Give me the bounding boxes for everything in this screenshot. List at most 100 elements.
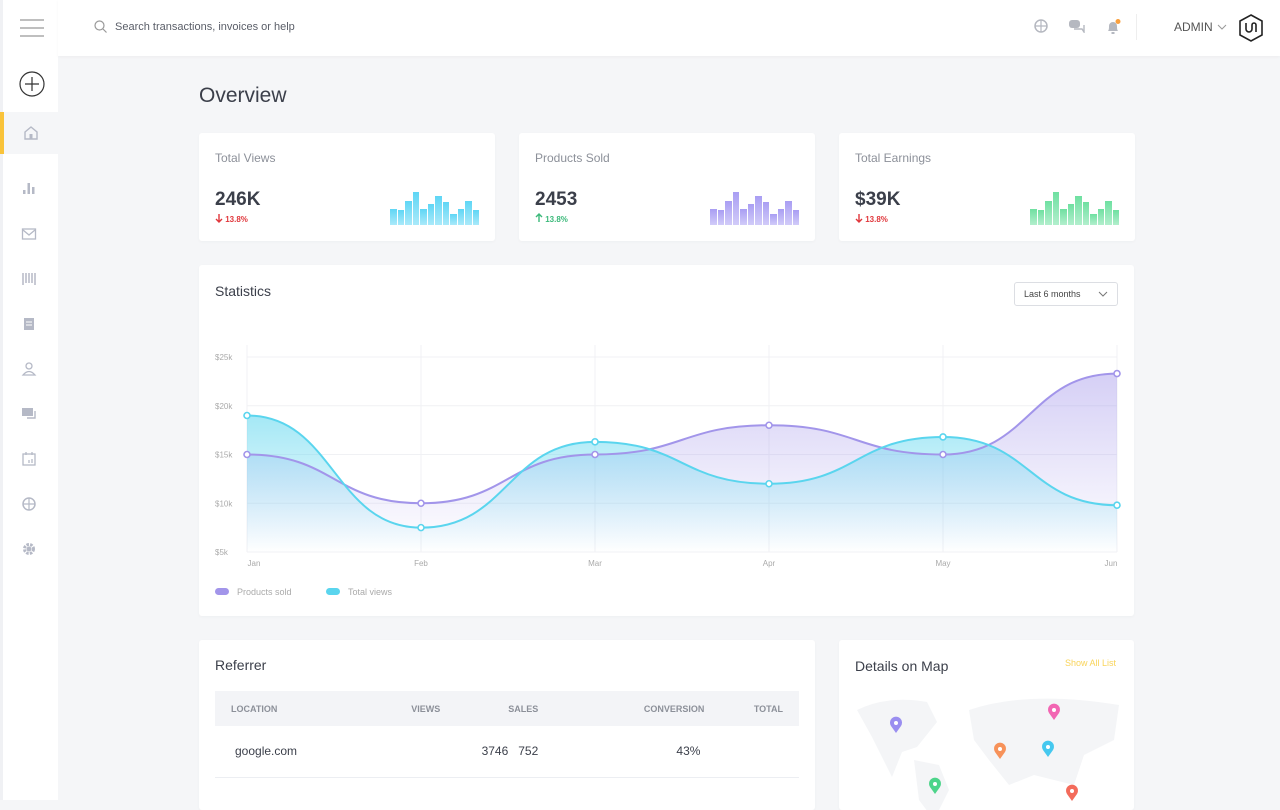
map-pin-icon[interactable] xyxy=(1048,703,1060,720)
mini-bar xyxy=(1082,201,1089,225)
mini-bar xyxy=(405,200,412,225)
data-point[interactable] xyxy=(417,523,425,532)
show-all-list-link[interactable]: Show All List xyxy=(1064,658,1116,668)
menu-button[interactable] xyxy=(3,6,61,50)
column-header: SALES xyxy=(508,691,609,726)
search-bar[interactable] xyxy=(94,20,415,33)
search-input[interactable] xyxy=(115,20,415,33)
globe-icon xyxy=(22,497,36,511)
sidebar-item-globe[interactable] xyxy=(0,482,58,526)
chat-icon[interactable] xyxy=(1069,19,1085,33)
bell-icon[interactable] xyxy=(1105,19,1121,35)
stat-change: 13.8% xyxy=(855,213,888,224)
chevron-down-icon xyxy=(1217,24,1227,30)
y-tick-label: $25k xyxy=(215,353,233,362)
range-dropdown[interactable]: Last 6 months xyxy=(1014,282,1118,306)
map-pin-icon[interactable] xyxy=(1066,784,1078,801)
data-point[interactable] xyxy=(765,479,773,488)
data-point[interactable] xyxy=(1113,369,1121,378)
table-cell: 43% xyxy=(608,726,735,778)
top-bar: ADMIN xyxy=(58,0,1280,56)
mini-bar xyxy=(1030,208,1037,225)
data-point[interactable] xyxy=(939,450,947,459)
gear-icon xyxy=(23,543,35,555)
x-tick-label: Mar xyxy=(588,559,602,568)
mini-bar xyxy=(747,204,754,225)
column-header: TOTAL xyxy=(734,691,799,726)
mini-bar xyxy=(792,210,799,225)
map-pin-icon[interactable] xyxy=(1042,740,1054,757)
data-point[interactable] xyxy=(591,450,599,459)
sidebar-item-gear[interactable] xyxy=(0,527,58,571)
stat-value: 2453 xyxy=(535,189,578,210)
sidebar-item-chat[interactable] xyxy=(0,392,58,436)
mini-bar xyxy=(427,204,434,225)
x-tick-label: Feb xyxy=(414,559,428,568)
mini-bar xyxy=(710,208,717,225)
calendar-icon xyxy=(22,452,36,466)
mini-bar xyxy=(465,200,472,225)
chat-icon xyxy=(22,408,36,419)
sidebar-item-user[interactable] xyxy=(0,347,58,391)
sidebar-item-calendar[interactable] xyxy=(0,437,58,481)
stat-value: $39K xyxy=(855,189,901,210)
barcode-icon xyxy=(22,273,36,285)
document-icon xyxy=(24,318,34,330)
table-row[interactable]: google.com 3746 752 43% xyxy=(215,726,799,778)
divider xyxy=(1136,14,1137,40)
data-point[interactable] xyxy=(939,433,947,441)
user-icon xyxy=(21,362,37,376)
data-point[interactable] xyxy=(243,411,251,420)
mini-bar xyxy=(785,200,792,225)
data-point[interactable] xyxy=(417,499,425,508)
stat-label: Total Views xyxy=(215,151,276,165)
map-pin-icon[interactable] xyxy=(929,777,941,794)
change-value: 13.8% xyxy=(865,215,888,224)
sidebar-item-document[interactable] xyxy=(0,302,58,346)
referrer-table: LOCATION VIEWS SALES CONVERSION TOTAL google… xyxy=(215,691,799,778)
mini-bar xyxy=(762,201,769,225)
map-card: Details on Map Show All List xyxy=(839,640,1134,810)
arrow-up-icon xyxy=(535,213,543,222)
statistics-card: Statistics Last 6 months $5k $10k $15k $20k… xyxy=(199,265,1134,616)
mini-bar xyxy=(777,208,784,225)
sidebar xyxy=(0,0,58,800)
mini-bar xyxy=(1052,192,1059,225)
change-value: 13.8% xyxy=(225,215,248,224)
map-pin-icon[interactable] xyxy=(994,742,1006,759)
y-tick-label: $10k xyxy=(215,499,233,508)
x-tick-label: May xyxy=(935,559,950,568)
mini-bar xyxy=(725,200,732,225)
data-point[interactable] xyxy=(591,438,599,446)
add-button[interactable] xyxy=(3,62,61,106)
mini-bar xyxy=(1037,210,1044,225)
y-tick-label: $15k xyxy=(215,451,233,460)
mini-bar xyxy=(1067,204,1074,225)
user-menu[interactable]: ADMIN xyxy=(1174,20,1227,34)
mini-bar xyxy=(390,208,397,225)
data-point[interactable] xyxy=(1113,501,1121,509)
search-icon xyxy=(94,20,107,33)
mini-bar xyxy=(1105,200,1112,225)
sidebar-item-barcode[interactable] xyxy=(0,257,58,301)
data-point[interactable] xyxy=(765,421,773,430)
globe-icon[interactable] xyxy=(1034,19,1048,33)
mini-bar xyxy=(770,214,777,225)
stat-card: Products Sold 2453 13.8% xyxy=(519,133,815,241)
mini-bar xyxy=(435,196,442,225)
arrow-down-icon xyxy=(215,214,223,223)
notification-dot xyxy=(1115,19,1121,24)
table-cell: 752 xyxy=(508,726,609,778)
data-point[interactable] xyxy=(243,450,251,459)
card-title: Statistics xyxy=(215,283,272,299)
mini-bar xyxy=(450,214,457,225)
map-pin-icon[interactable] xyxy=(890,716,902,733)
stat-label: Total Earnings xyxy=(855,151,932,165)
mini-bar xyxy=(1112,210,1119,225)
home-icon xyxy=(24,126,38,140)
sidebar-item-bar-chart[interactable] xyxy=(0,166,58,210)
sidebar-item-mail[interactable] xyxy=(0,212,58,256)
sidebar-item-home[interactable] xyxy=(0,112,58,154)
mini-bar xyxy=(472,210,479,225)
column-header: CONVERSION xyxy=(608,691,735,726)
